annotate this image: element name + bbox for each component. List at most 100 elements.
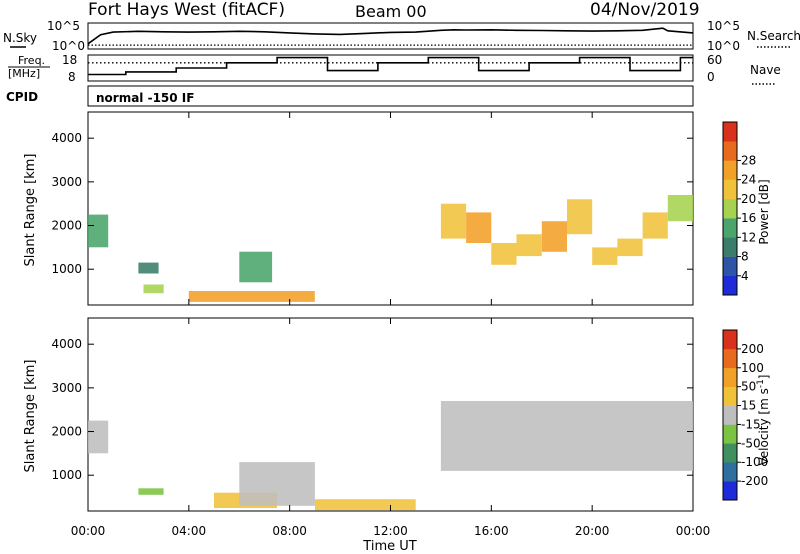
power-ytick-label-1: 2000 bbox=[51, 219, 82, 233]
power-colorbar-swatch-4 bbox=[723, 198, 737, 219]
program-name: normal -150 IF bbox=[96, 91, 194, 105]
beam-title: Beam 00 bbox=[355, 2, 427, 21]
time-axis: 00:00 04:00 08:00 12:00 16:00 20:00 00:00 bbox=[71, 524, 711, 538]
velocity-colorbar-swatch-0 bbox=[723, 481, 737, 501]
power-colorbar-tick-label-0: 4 bbox=[741, 269, 749, 283]
power-axes-group: 1000 2000 3000 4000 bbox=[51, 112, 694, 305]
noise-panel-frame bbox=[87, 22, 694, 50]
velocity-colorbar-swatch-7 bbox=[723, 348, 737, 369]
power-colorbar-swatch-3 bbox=[723, 218, 737, 238]
cpid-panel-frame bbox=[87, 85, 694, 107]
velocity-colorbar-swatch-4 bbox=[723, 405, 737, 425]
power-colorbar-swatch-8 bbox=[723, 122, 737, 142]
power-colorbar-swatch-2 bbox=[723, 237, 737, 257]
time-tick-label-6: 00:00 bbox=[676, 524, 711, 538]
power-region-11 bbox=[592, 247, 618, 265]
nave-tick-bottom: 0 bbox=[707, 70, 715, 84]
velocity-region-4 bbox=[314, 499, 416, 511]
power-ytick-label-0: 1000 bbox=[51, 262, 82, 276]
power-region-9 bbox=[541, 221, 567, 252]
power-colorbar-tick-label-5: 24 bbox=[741, 173, 756, 187]
velocity-ylabel: Slant Range [km] bbox=[23, 360, 38, 473]
velocity-region-5 bbox=[440, 401, 693, 471]
nsky-label: N.Sky bbox=[3, 31, 37, 45]
velocity-colorbar-tick-label-6: 100 bbox=[741, 361, 764, 375]
power-ylabel: Slant Range [km] bbox=[23, 154, 38, 267]
power-colorbar-swatch-6 bbox=[723, 160, 737, 180]
velocity-axes-group: 1000 2000 3000 4000 bbox=[51, 318, 694, 511]
power-region-2 bbox=[143, 284, 164, 294]
time-tick-label-4: 16:00 bbox=[474, 524, 509, 538]
velocity-colorbar-tick-label-0: -200 bbox=[741, 474, 768, 488]
cpid-label: CPID bbox=[6, 90, 38, 104]
power-region-5 bbox=[440, 203, 467, 239]
power-colorbar-tick-label-1: 8 bbox=[741, 250, 749, 264]
velocity-colorbar-tick-label-1: -100 bbox=[741, 455, 768, 469]
velocity-region-0 bbox=[88, 420, 109, 454]
velocity-data-group bbox=[88, 401, 693, 511]
noise-series-group bbox=[87, 27, 694, 46]
velocity-colorbar-tick-label-3: -15 bbox=[741, 417, 761, 431]
velocity-colorbar-tick-label-2: -50 bbox=[741, 436, 761, 450]
time-tick-label-2: 08:00 bbox=[272, 524, 307, 538]
velocity-colorbar-swatch-2 bbox=[723, 443, 737, 463]
freq-label-2: [MHz] bbox=[8, 67, 40, 80]
time-tick-label-0: 00:00 bbox=[71, 524, 106, 538]
time-axis-title: Time UT bbox=[362, 539, 416, 554]
power-colorbar-swatch-5 bbox=[723, 179, 737, 200]
nsearch-label: N.Search bbox=[747, 29, 800, 43]
power-region-6 bbox=[466, 212, 492, 243]
freq-panel-frame bbox=[87, 54, 694, 82]
power-region-1 bbox=[138, 262, 159, 274]
power-region-12 bbox=[617, 238, 643, 257]
power-data-group bbox=[88, 195, 693, 302]
time-tick-label-1: 04:00 bbox=[172, 524, 207, 538]
noise-tick-left-top: 10^5 bbox=[47, 19, 80, 33]
velocity-colorbar: -200 -100 -50 -15 15 50 100 200 bbox=[722, 329, 768, 501]
velocity-colorbar-label: Velocity [m s-1] bbox=[756, 375, 771, 466]
velocity-colorbar-frame bbox=[722, 329, 738, 501]
power-region-3 bbox=[188, 291, 315, 302]
velocity-colorbar-tick-label-7: 200 bbox=[741, 342, 764, 356]
nave-tick-top: 60 bbox=[707, 53, 722, 67]
velocity-colorbar-swatch-3 bbox=[723, 424, 737, 444]
power-colorbar-tick-label-6: 28 bbox=[741, 153, 756, 167]
power-colorbar-label: Power [dB] bbox=[757, 179, 771, 244]
velocity-ytick-label-3: 4000 bbox=[51, 337, 82, 351]
power-colorbar-swatch-7 bbox=[723, 141, 737, 161]
velocity-colorbar-label-exponent: -1 bbox=[756, 379, 766, 388]
power-ytick-label-2: 3000 bbox=[51, 175, 82, 189]
velocity-colorbar-swatch-5 bbox=[723, 386, 737, 406]
power-colorbar-tick-label-3: 16 bbox=[741, 211, 756, 225]
velocity-region-1 bbox=[138, 488, 164, 495]
power-panel-frame bbox=[87, 111, 694, 306]
velocity-colorbar-tick-label-4: 15 bbox=[741, 399, 756, 413]
noise-series-0 bbox=[87, 27, 694, 45]
power-region-14 bbox=[667, 195, 693, 222]
power-colorbar-swatch-0 bbox=[723, 275, 737, 296]
freq-series-0 bbox=[88, 56, 693, 76]
radar-title: Fort Hays West (fitACF) bbox=[88, 0, 285, 20]
velocity-colorbar-swatch-1 bbox=[723, 462, 737, 482]
power-colorbar-frame bbox=[722, 121, 738, 296]
freq-tick-top: 18 bbox=[62, 53, 77, 67]
freq-series-group bbox=[88, 56, 693, 76]
time-tick-label-5: 20:00 bbox=[575, 524, 610, 538]
power-colorbar-swatch-1 bbox=[723, 256, 737, 277]
velocity-region-3 bbox=[239, 462, 315, 506]
power-colorbar-tick-label-2: 12 bbox=[741, 230, 756, 244]
velocity-ytick-label-2: 3000 bbox=[51, 381, 82, 395]
velocity-colorbar-swatch-6 bbox=[723, 367, 737, 387]
nave-label: Nave bbox=[750, 63, 781, 77]
freq-label-1: Freq. bbox=[18, 54, 45, 67]
velocity-ytick-label-1: 2000 bbox=[51, 425, 82, 439]
velocity-colorbar-swatch-8 bbox=[723, 330, 737, 350]
noise-tick-right-top: 10^5 bbox=[707, 19, 740, 33]
power-region-8 bbox=[516, 234, 542, 257]
power-region-7 bbox=[491, 243, 517, 265]
power-region-4 bbox=[239, 251, 273, 283]
time-tick-label-3: 12:00 bbox=[373, 524, 408, 538]
velocity-ytick-label-0: 1000 bbox=[51, 468, 82, 482]
power-colorbar-tick-label-4: 20 bbox=[741, 192, 756, 206]
